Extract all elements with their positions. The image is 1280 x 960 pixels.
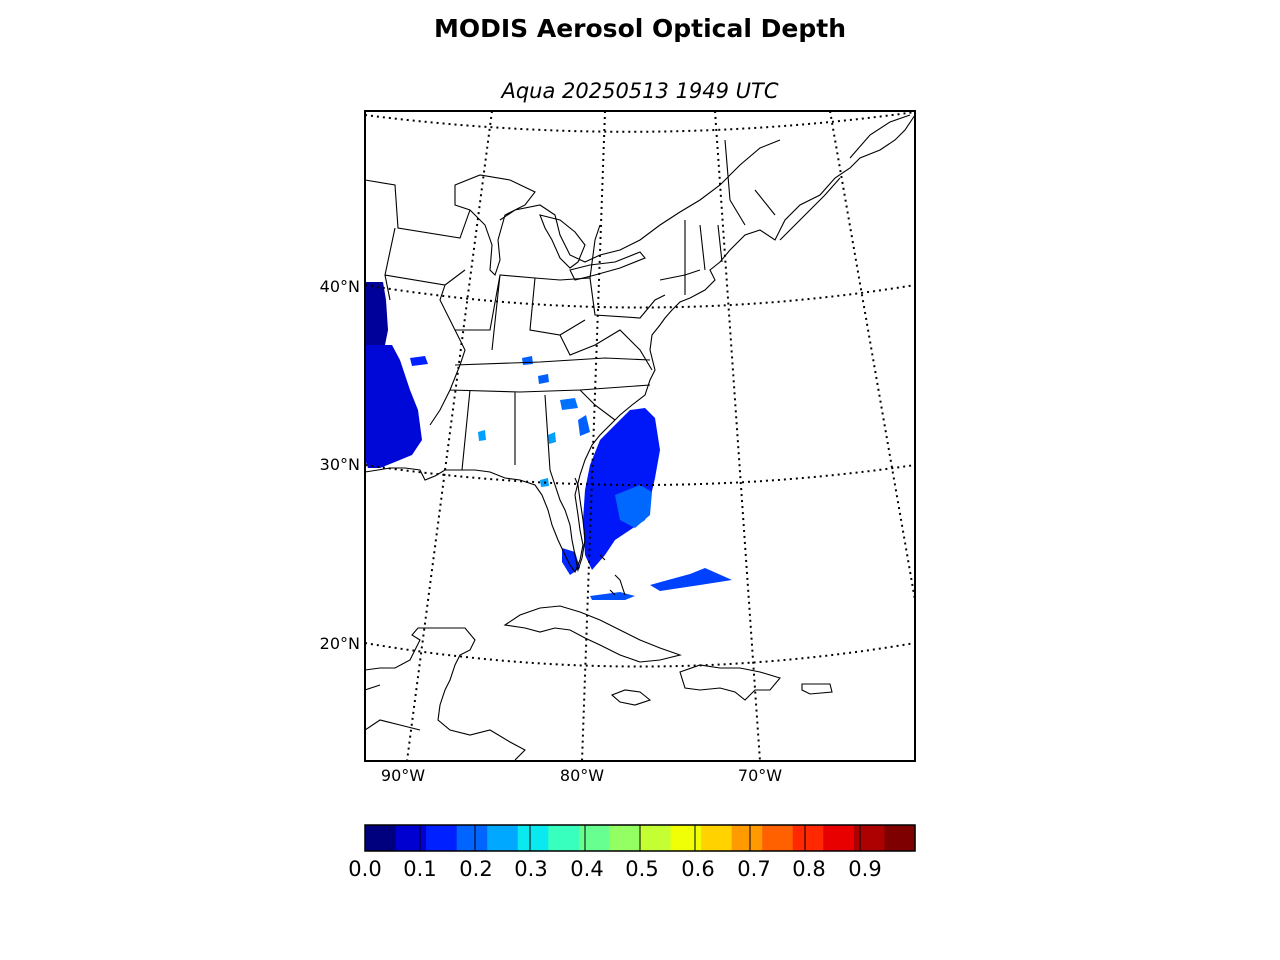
colorbar-tick-label: 0.9 xyxy=(848,857,881,881)
colorbar-tick-label: 0.1 xyxy=(403,857,436,881)
colorbar-cell xyxy=(762,825,794,851)
colorbar-cell xyxy=(823,825,855,851)
lon-label-70w: 70°W xyxy=(738,766,782,785)
colorbar-tick-label: 0.2 xyxy=(459,857,492,881)
colorbar-cell xyxy=(456,825,488,851)
aod-speck-ga-1 xyxy=(548,432,556,444)
aod-swath-bahamas xyxy=(590,592,635,600)
aod-swath-west-dark xyxy=(365,282,388,345)
colorbar-cell xyxy=(395,825,427,851)
hispaniola xyxy=(679,664,781,701)
colorbar-cell xyxy=(792,825,824,851)
colorbar-cell xyxy=(731,825,763,851)
aod-swath-florida xyxy=(562,548,580,575)
state-borders xyxy=(365,139,776,471)
map-area xyxy=(365,111,915,761)
colorbar-tick-label: 0.5 xyxy=(625,857,658,881)
colorbar-cell xyxy=(640,825,672,851)
map-title: MODIS Aerosol Optical Depth xyxy=(433,14,846,43)
colorbar-tick-label: 0.6 xyxy=(681,857,714,881)
great-lakes xyxy=(454,139,781,281)
aod-swath-east xyxy=(650,568,732,591)
florida-peninsula xyxy=(549,469,586,573)
colorbar-cell xyxy=(670,825,702,851)
aod-swath-atlantic xyxy=(583,408,660,570)
jamaica xyxy=(610,689,652,706)
aod-speck-al xyxy=(478,430,486,441)
canada-coast xyxy=(779,114,911,241)
colorbar-tick-label: 0.8 xyxy=(792,857,825,881)
colorbar-cell xyxy=(701,825,733,851)
colorbar-cell xyxy=(487,825,519,851)
meridian-70w xyxy=(714,111,761,761)
lat-label-40n: 40°N xyxy=(320,277,360,296)
colorbar-cell xyxy=(365,825,397,851)
lat-label-20n: 20°N xyxy=(320,634,360,653)
colorbar-cell xyxy=(853,825,886,851)
lon-label-90w: 90°W xyxy=(381,766,425,785)
aod-speck-ky xyxy=(522,356,533,365)
colorbar xyxy=(365,825,916,851)
colorbar-tick-label: 0.3 xyxy=(514,857,547,881)
colorbar-cell xyxy=(884,825,916,851)
colorbar-cell xyxy=(578,825,611,851)
aod-swath-west xyxy=(365,345,422,468)
colorbar-ticks xyxy=(419,825,861,851)
colorbar-tick-label: 0.4 xyxy=(570,857,603,881)
meridian-80w xyxy=(581,111,606,761)
aod-swath-west-ms xyxy=(410,356,428,366)
lon-label-80w: 80°W xyxy=(560,766,604,785)
coastlines xyxy=(365,114,915,761)
colorbar-tick-label: 0.0 xyxy=(348,857,381,881)
map-subtitle: Aqua 20250513 1949 UTC xyxy=(501,79,779,103)
us-east-coast xyxy=(365,114,915,574)
aod-speck-sc xyxy=(560,398,578,410)
central-america xyxy=(365,627,526,761)
colorbar-tick-label: 0.7 xyxy=(737,857,770,881)
colorbar-cell xyxy=(517,825,549,851)
parallel-30n xyxy=(365,464,915,486)
colorbar-cell xyxy=(426,825,458,851)
aod-swath-atlantic-light xyxy=(615,485,652,528)
parallel-20n xyxy=(365,642,915,668)
puerto-rico xyxy=(801,683,833,695)
parallel-40n xyxy=(365,284,915,309)
bahamas-islands xyxy=(599,554,626,596)
meridian-90w xyxy=(406,111,493,761)
aod-speck-ga-2 xyxy=(578,415,590,436)
aod-speck-tn xyxy=(538,374,549,384)
colorbar-cell xyxy=(548,825,580,851)
graticule xyxy=(365,111,915,761)
parallel-50n xyxy=(365,111,915,133)
lat-label-30n: 30°N xyxy=(320,455,360,474)
cuba xyxy=(503,605,682,663)
colorbar-cell xyxy=(609,825,641,851)
map-frame xyxy=(364,110,916,762)
meridian-60w xyxy=(829,111,915,601)
